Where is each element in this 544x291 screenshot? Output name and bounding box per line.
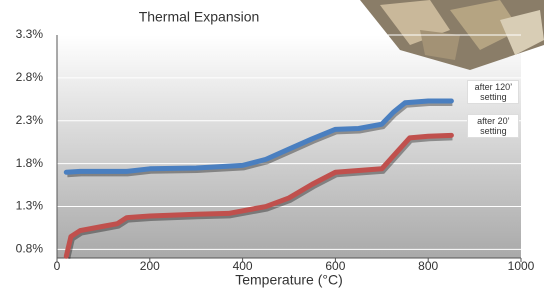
chart: Thermal Expansion Temperature (°C) 0.8% 1… <box>0 0 544 291</box>
x-tick-label: 0 <box>54 259 61 273</box>
x-tick-label: 1000 <box>508 259 535 273</box>
y-tick-label: 1.8% <box>16 156 44 170</box>
y-tick-label: 2.3% <box>16 113 44 127</box>
y-tick-label: 1.3% <box>16 199 44 213</box>
x-tick-label: 600 <box>325 259 345 273</box>
page: Thermal Expansion Temperature (°C) 0.8% 1… <box>0 0 544 291</box>
x-tick-label: 400 <box>233 259 253 273</box>
series-label: after 20’ setting <box>467 114 519 138</box>
x-tick-label: 200 <box>140 259 160 273</box>
x-axis-label: Temperature (°C) <box>235 272 343 288</box>
y-tick-label: 3.3% <box>16 27 44 41</box>
y-tick-label: 0.8% <box>16 242 44 256</box>
x-tick-label: 800 <box>418 259 438 273</box>
y-tick-label: 2.8% <box>16 70 44 84</box>
chart-title: Thermal Expansion <box>139 9 260 25</box>
series-label: after 120’ setting <box>467 80 519 104</box>
